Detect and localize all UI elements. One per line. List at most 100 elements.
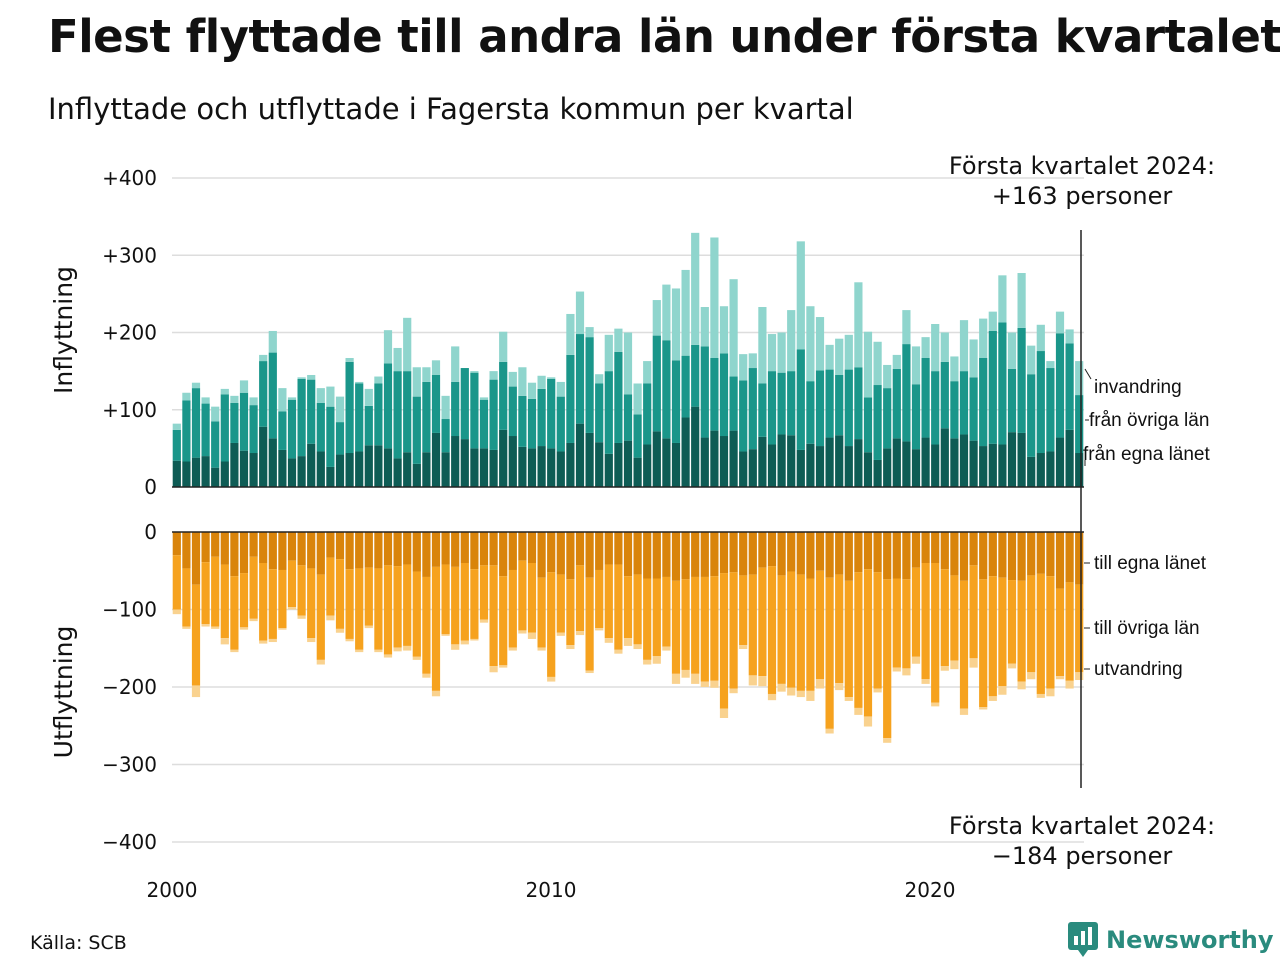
bar-out-other-counties <box>767 566 777 694</box>
bar-in-own-county <box>854 439 863 487</box>
bar-out-other-counties <box>1075 584 1084 673</box>
bar-out-own-county <box>892 532 901 579</box>
bar-out-other-counties <box>499 576 508 666</box>
bar-out-emigration <box>1036 693 1045 698</box>
bar-out-emigration <box>479 619 489 623</box>
bar-out-own-county <box>633 532 642 575</box>
newsworthy-logo-icon <box>1068 922 1098 957</box>
bar-in-other-counties <box>1036 351 1045 454</box>
bar-in-immigration <box>911 346 921 385</box>
bar-out-emigration <box>470 638 479 641</box>
bar-in-other-counties <box>307 379 316 444</box>
bar-in-own-county <box>422 452 431 487</box>
bar-in-own-county <box>921 437 930 487</box>
bar-out-emigration <box>911 656 921 664</box>
bar-in-immigration <box>700 307 709 347</box>
bar-out-emigration <box>787 687 796 696</box>
bar-out-emigration <box>239 627 249 630</box>
bar-in-own-county <box>959 434 969 487</box>
bar-in-own-county <box>239 450 249 487</box>
bar-out-own-county <box>422 532 431 577</box>
bar-in-immigration <box>681 269 690 356</box>
bar-out-emigration <box>767 693 777 701</box>
bar-out-own-county <box>287 532 297 561</box>
bar-out-emigration <box>326 615 335 621</box>
bar-out-other-counties <box>604 564 613 639</box>
bar-out-other-counties <box>854 572 863 708</box>
bar-out-emigration <box>710 680 719 688</box>
bar-out-emigration <box>854 707 863 715</box>
bar-out-own-county <box>412 532 421 572</box>
bar-in-own-county <box>595 442 604 487</box>
bar-in-other-counties <box>739 380 748 452</box>
bar-out-emigration <box>652 656 661 664</box>
bar-out-own-county <box>844 532 853 581</box>
bar-out-own-county <box>364 532 373 568</box>
bar-out-emigration <box>259 640 268 644</box>
bar-out-other-counties <box>182 568 191 627</box>
bar-out-other-counties <box>825 577 834 729</box>
bar-out-own-county <box>393 532 402 567</box>
bar-out-emigration <box>739 645 748 650</box>
bar-out-emigration <box>681 669 690 678</box>
bar-out-other-counties <box>710 576 719 681</box>
bar-in-own-county <box>950 438 959 487</box>
inflow-bars <box>172 232 1084 487</box>
bar-out-own-county <box>191 532 201 585</box>
bar-out-emigration <box>796 690 805 698</box>
bar-in-immigration <box>383 330 393 364</box>
bar-out-other-counties <box>614 564 623 650</box>
bar-in-own-county <box>345 453 354 487</box>
bar-out-own-county <box>835 532 844 575</box>
bar-in-own-county <box>441 452 450 487</box>
bar-in-other-counties <box>335 422 345 455</box>
bar-in-immigration <box>508 371 517 387</box>
bar-in-other-counties <box>700 346 709 438</box>
bar-out-emigration <box>595 628 604 631</box>
bar-out-other-counties <box>297 565 306 616</box>
bar-out-own-county <box>249 532 258 557</box>
bar-in-other-counties <box>230 402 239 443</box>
bar-out-own-county <box>815 532 825 571</box>
bar-out-other-counties <box>259 563 268 641</box>
bar-out-own-county <box>259 532 268 563</box>
bar-in-other-counties <box>787 371 796 436</box>
bar-out-emigration <box>220 638 229 645</box>
bar-in-own-county <box>815 446 825 487</box>
bar-out-emigration <box>969 658 978 668</box>
bar-out-own-county <box>777 532 786 576</box>
bar-in-other-counties <box>287 399 297 459</box>
y-tick-label: +200 <box>102 321 157 345</box>
bar-in-other-counties <box>729 376 738 431</box>
bar-out-own-county <box>863 532 873 570</box>
bar-in-own-county <box>825 437 834 487</box>
bar-out-emigration <box>201 624 210 627</box>
bar-out-emigration <box>998 686 1007 695</box>
bar-in-other-counties <box>681 355 690 418</box>
bar-in-own-county <box>374 445 383 487</box>
bar-in-other-counties <box>902 344 911 442</box>
bar-in-other-counties <box>873 385 882 460</box>
bar-out-own-county <box>268 532 277 570</box>
bar-out-own-county <box>537 532 546 578</box>
bar-in-immigration <box>287 397 297 400</box>
bar-in-other-counties <box>835 374 844 436</box>
bar-out-other-counties <box>902 579 911 669</box>
bar-in-other-counties <box>326 406 335 467</box>
bar-out-own-county <box>719 532 729 574</box>
bar-out-emigration <box>883 738 892 743</box>
bar-out-other-counties <box>239 573 249 628</box>
bar-in-immigration <box>499 331 508 362</box>
bar-out-own-county <box>220 532 229 565</box>
bar-in-immigration <box>614 328 623 352</box>
bar-in-immigration <box>604 334 613 372</box>
bar-in-other-counties <box>479 399 489 449</box>
bar-in-other-counties <box>575 334 585 424</box>
bar-in-own-county <box>623 440 633 487</box>
bar-in-own-county <box>182 461 191 487</box>
bar-in-other-counties <box>172 429 181 461</box>
bar-out-own-county <box>182 532 191 569</box>
bar-in-own-county <box>796 449 805 487</box>
bar-out-own-county <box>806 532 815 579</box>
bar-in-other-counties <box>652 335 661 432</box>
